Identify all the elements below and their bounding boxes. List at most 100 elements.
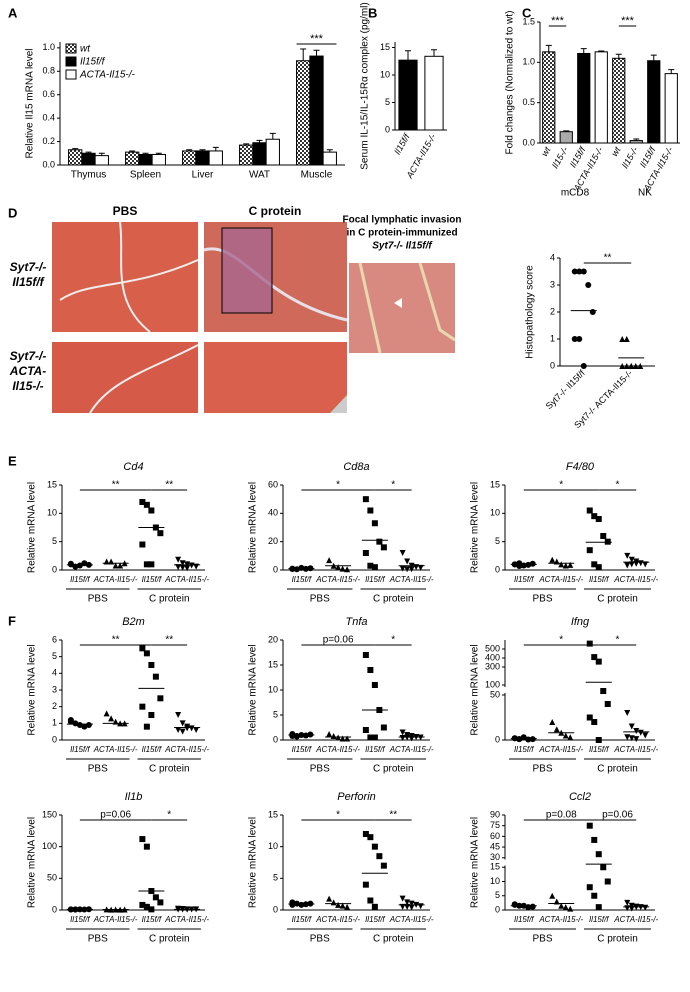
bar (68, 149, 83, 166)
bar (629, 140, 643, 144)
group-label: PBS (532, 594, 552, 605)
point (330, 899, 337, 906)
y-tick-label: 4 (52, 668, 57, 678)
point (417, 564, 424, 571)
point (367, 507, 374, 514)
point (362, 550, 369, 556)
point (628, 735, 635, 742)
y-tick-label: 15 (47, 479, 57, 489)
group-label: PBS (310, 934, 330, 945)
y-tick-label: 400 (485, 652, 500, 662)
point (529, 560, 536, 567)
point (148, 906, 155, 913)
y-tick-label: 20 (268, 634, 278, 644)
inset-title: Focal lymphatic invasion (343, 215, 462, 226)
chart-title: Perforin (337, 791, 376, 803)
point (576, 268, 583, 275)
point (108, 715, 115, 722)
point (362, 881, 369, 888)
group-label: PBS (310, 594, 330, 605)
point (549, 556, 556, 563)
sig-label: *** (621, 15, 635, 27)
inset-title: Syt7-/- Il15f/f (372, 241, 433, 252)
point (600, 864, 607, 871)
x-tick-label: Il15f/f (292, 575, 312, 584)
y-tick-label: 0.0 (522, 137, 535, 147)
error-bar (633, 138, 640, 141)
x-tick-label: Il15f/f (70, 915, 90, 924)
sig-label: ** (112, 635, 120, 646)
point (344, 903, 351, 910)
error-bar (598, 50, 605, 52)
y-tick-label: 15 (268, 659, 278, 669)
point (184, 725, 191, 732)
point (293, 733, 300, 740)
y-tick-label: 0.0 (42, 159, 55, 169)
point (404, 899, 411, 906)
sig-label: * (559, 480, 563, 491)
error-bar (300, 48, 307, 61)
legend-label: ACTA-Il15-/- (79, 70, 135, 81)
y-tick-label: 15 (268, 809, 278, 819)
y-axis-label: Relative mRNA level (248, 482, 259, 573)
bar (612, 57, 626, 144)
axis-break (501, 859, 509, 866)
x-tick-label: Il15f/f (365, 575, 385, 584)
point (591, 719, 598, 725)
point (81, 723, 88, 730)
bar (94, 155, 109, 166)
point (633, 736, 640, 743)
error-bar (615, 53, 622, 59)
point (367, 667, 374, 673)
x-tick-label: Il15f/f (292, 915, 312, 924)
point (367, 834, 374, 841)
y-tick-label: 1 (550, 333, 555, 343)
x-tick-label: Il15f/f (292, 745, 312, 754)
x-tick-label: Thymus (71, 170, 107, 181)
point (589, 309, 596, 315)
bar (265, 138, 280, 166)
point (193, 727, 200, 733)
x-tick-label: ACTA-Il15-/- (93, 915, 138, 924)
x-tick-label: Muscle (301, 170, 333, 181)
axis-break (501, 687, 509, 693)
point (408, 566, 415, 573)
y-axis-label: Relative mRNA level (27, 644, 38, 735)
bar (559, 131, 573, 144)
error-bar (313, 49, 320, 57)
x-tick-label: Il15-/- (550, 145, 570, 170)
x-tick-label: ACTA-Il15-/- (538, 745, 583, 754)
y-tick-label: 5 (52, 536, 57, 546)
y-tick-label: 50 (47, 873, 57, 883)
sig-label: *** (310, 33, 324, 45)
group-label: PBS (310, 764, 330, 775)
bar (195, 150, 210, 166)
legend-swatch (65, 69, 77, 80)
point (624, 734, 631, 741)
bar (252, 142, 267, 166)
group-label: PBS (88, 934, 108, 945)
y-tick-label: 5 (273, 709, 278, 719)
y-tick-label: 20 (268, 536, 278, 546)
point (344, 735, 351, 742)
group-label: C protein (149, 594, 190, 605)
legend-label: wt (80, 44, 91, 55)
point (139, 836, 146, 843)
y-axis-label: Relative mRNA level (27, 817, 38, 908)
y-tick-label: 100 (485, 679, 500, 689)
y-tick-label: 0.4 (42, 113, 55, 123)
group-label: C protein (373, 934, 414, 945)
error-bar (72, 148, 79, 150)
x-tick-label: Spleen (130, 170, 161, 181)
point (157, 530, 164, 537)
point (604, 701, 611, 707)
point (335, 564, 342, 571)
point (624, 552, 631, 559)
chart-title: F4/80 (566, 461, 595, 473)
y-tick-label: 10 (268, 841, 278, 851)
y-tick-label: 10 (380, 69, 390, 79)
point (417, 903, 424, 910)
group-label: PBS (532, 764, 552, 775)
point (399, 565, 406, 572)
bar (424, 55, 444, 131)
